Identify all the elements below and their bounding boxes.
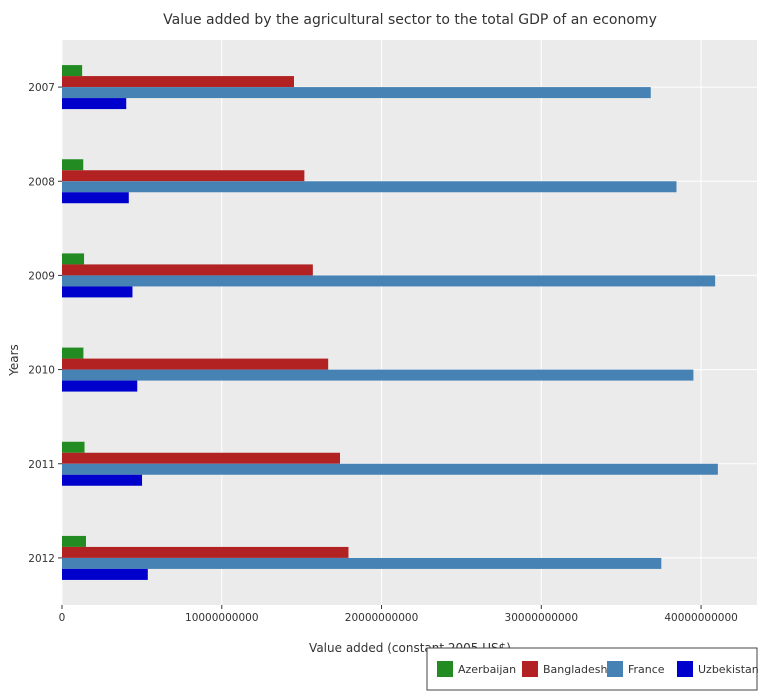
bar-bangladesh-2009 [62,264,313,275]
bar-azerbaijan-2010 [62,348,83,359]
y-tick-label: 2011 [28,459,55,471]
legend-label-uzbekistan: Uzbekistan [698,663,759,676]
legend-label-bangladesh: Bangladesh [543,663,608,676]
bar-azerbaijan-2008 [62,159,83,170]
y-axis-title: Years [7,344,21,377]
plot-area: 0 10000000000 20000000000 30000000000 400000… [28,40,757,624]
bar-bangladesh-2007 [62,76,294,87]
bar-bangladesh-2012 [62,547,348,558]
bar-azerbaijan-2011 [62,442,85,453]
bar-azerbaijan-2012 [62,536,86,547]
x-tick-label: 20000000000 [345,612,419,624]
bar-uzbekistan-2007 [62,98,126,109]
y-tick-label: 2010 [28,365,55,377]
bar-uzbekistan-2012 [62,569,148,580]
bar-bangladesh-2011 [62,453,340,464]
legend-swatch-bangladesh [522,661,538,677]
x-tick-label: 10000000000 [185,612,259,624]
y-tick-label: 2012 [28,553,55,565]
bar-france-2007 [62,87,651,98]
bar-bangladesh-2008 [62,170,304,181]
bar-uzbekistan-2009 [62,286,132,297]
plot-background [62,40,757,605]
bar-uzbekistan-2008 [62,192,129,203]
legend-swatch-france [607,661,623,677]
chart-title: Value added by the agricultural sector t… [163,12,657,28]
x-tick-label: 30000000000 [505,612,579,624]
legend-label-azerbaijan: Azerbaijan [458,663,516,676]
legend-swatch-uzbekistan [677,661,693,677]
bar-uzbekistan-2010 [62,381,137,392]
legend-label-france: France [628,663,665,676]
bar-france-2009 [62,275,715,286]
bar-azerbaijan-2009 [62,253,84,264]
bar-bangladesh-2010 [62,359,328,370]
y-tick-label: 2008 [28,176,55,188]
y-tick-label: 2009 [28,270,55,282]
bar-uzbekistan-2011 [62,475,142,486]
legend-swatch-azerbaijan [437,661,453,677]
x-tick-label: 40000000000 [664,612,738,624]
bar-france-2010 [62,370,693,381]
y-tick-label: 2007 [28,82,55,94]
bar-france-2008 [62,181,676,192]
bar-france-2011 [62,464,718,475]
bar-france-2012 [62,558,661,569]
legend: Azerbaijan Bangladesh France Uzbekistan [427,648,759,690]
bar-azerbaijan-2007 [62,65,82,76]
x-tick-label: 0 [59,612,66,624]
